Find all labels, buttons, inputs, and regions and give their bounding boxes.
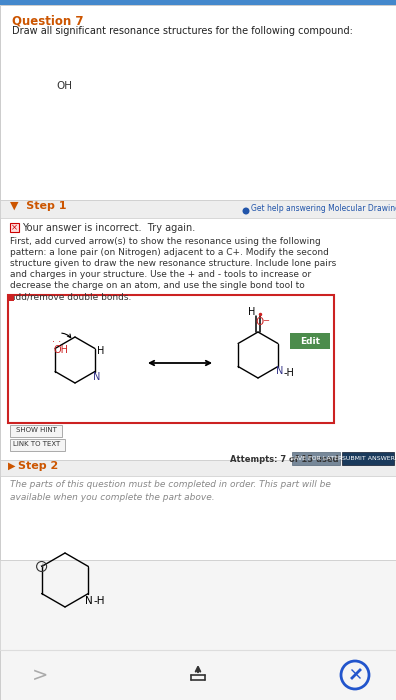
Text: · ·: · ·	[52, 337, 61, 347]
Bar	[0, 0, 396, 5]
Bar	[0, 560, 396, 650]
Text: available when you complete the part above.: available when you complete the part abo…	[10, 493, 215, 502]
Bar	[0, 5, 396, 200]
Text: structure given to draw the new resonance structure. Include lone pairs: structure given to draw the new resonanc…	[10, 259, 336, 268]
Text: Attempts: 7 of 15 used: Attempts: 7 of 15 used	[230, 456, 339, 465]
Text: First, add curved arrow(s) to show the resonance using the following: First, add curved arrow(s) to show the r…	[10, 237, 321, 246]
Text: H: H	[97, 346, 104, 356]
Text: Your answer is incorrect.  Try again.: Your answer is incorrect. Try again.	[22, 223, 195, 233]
Circle shape	[242, 207, 249, 214]
Text: ×: ×	[11, 223, 17, 232]
Text: >: >	[32, 666, 48, 685]
Text: SAVE FOR LATER: SAVE FOR LATER	[290, 456, 342, 461]
Text: Step 2: Step 2	[18, 461, 58, 471]
Text: ▶: ▶	[8, 461, 15, 471]
Text: SUBMIT ANSWER: SUBMIT ANSWER	[342, 456, 394, 461]
Text: Edit: Edit	[300, 337, 320, 346]
Text: N: N	[276, 367, 283, 377]
Bar	[8, 295, 334, 423]
Bar	[10, 223, 19, 232]
Text: decrease the charge on an atom, and use the single bond tool to: decrease the charge on an atom, and use …	[10, 281, 305, 290]
Text: and charges in your structure. Use the + and - tools to increase or: and charges in your structure. Use the +…	[10, 270, 311, 279]
Text: O: O	[255, 317, 263, 327]
Bar	[10, 439, 65, 451]
Text: OH: OH	[56, 81, 72, 91]
Text: Get help answering Molecular Drawing questions.: Get help answering Molecular Drawing que…	[251, 204, 396, 213]
Text: pattern: a lone pair (on Nitrogen) adjacent to a C+. Modify the second: pattern: a lone pair (on Nitrogen) adjac…	[10, 248, 329, 257]
FancyArrowPatch shape	[62, 333, 71, 337]
Bar	[0, 200, 396, 218]
Text: Question 7: Question 7	[12, 14, 84, 27]
Bar	[0, 200, 396, 460]
Bar	[0, 460, 396, 560]
Text: Draw all significant resonance structures for the following compound:: Draw all significant resonance structure…	[12, 26, 353, 36]
Bar	[290, 333, 330, 349]
Text: The parts of this question must be completed in order. This part will be: The parts of this question must be compl…	[10, 480, 331, 489]
Text: N: N	[86, 596, 93, 605]
Text: -H: -H	[93, 596, 105, 605]
Bar	[292, 452, 340, 465]
Bar	[8, 295, 14, 301]
Text: −: −	[262, 316, 269, 325]
Bar	[0, 650, 396, 700]
Text: add/remove double bonds.: add/remove double bonds.	[10, 292, 131, 301]
Text: OH: OH	[53, 345, 68, 355]
Text: +: +	[39, 564, 45, 570]
Bar	[10, 425, 62, 437]
Text: SHOW HINT: SHOW HINT	[15, 427, 57, 433]
Bar	[342, 452, 394, 465]
Text: -H: -H	[284, 368, 295, 377]
Text: LINK TO TEXT: LINK TO TEXT	[13, 441, 61, 447]
Text: ▼  Step 1: ▼ Step 1	[10, 201, 67, 211]
Text: N: N	[93, 372, 100, 382]
Bar	[0, 460, 396, 476]
Text: H: H	[248, 307, 255, 317]
